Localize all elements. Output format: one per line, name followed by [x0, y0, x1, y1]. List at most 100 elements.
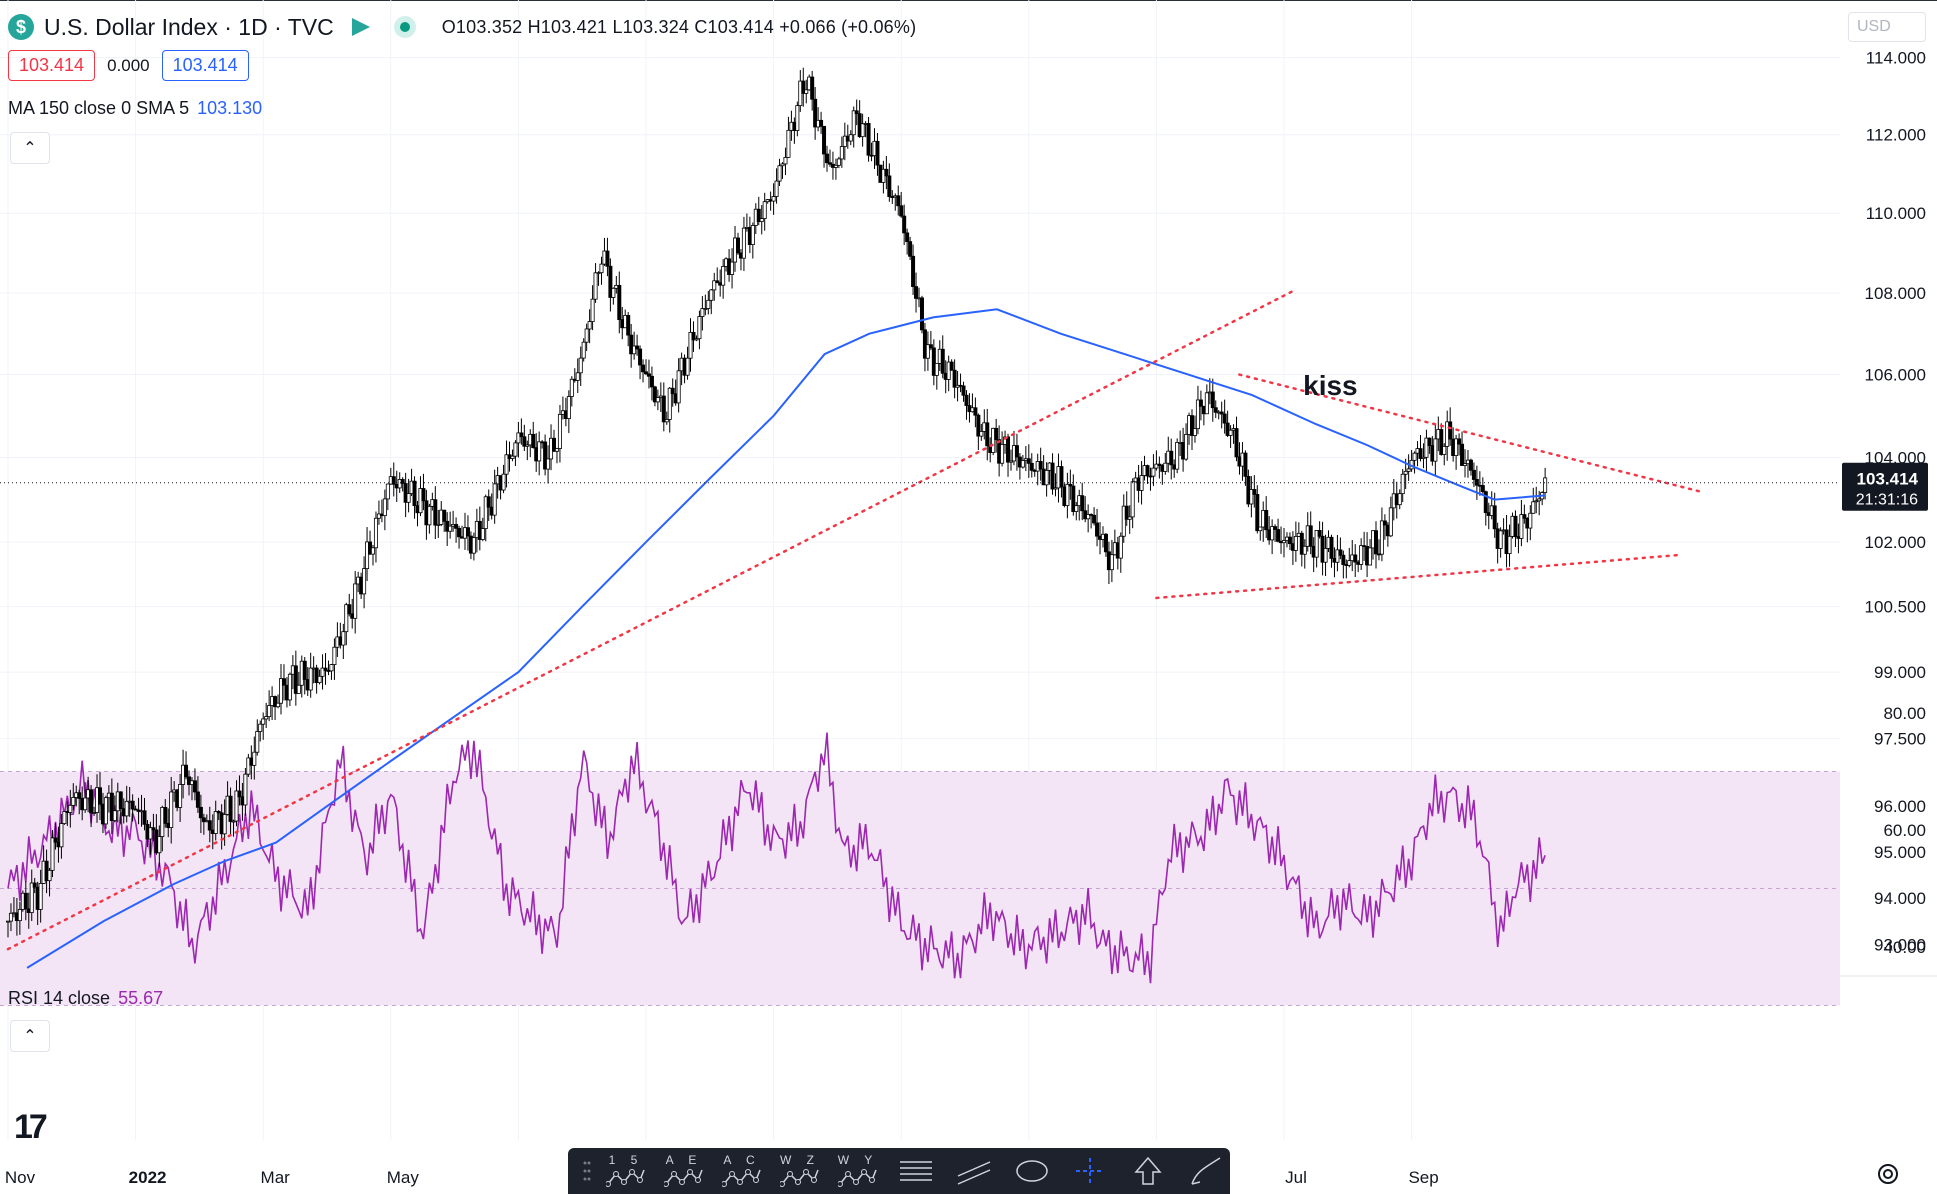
candle-body: [207, 820, 212, 831]
candle-body: [237, 790, 242, 798]
currency-selector[interactable]: USD: [1848, 12, 1926, 42]
candle-body: [1169, 450, 1174, 466]
candle-body: [661, 395, 666, 423]
candle-body: [17, 909, 22, 922]
candle-body: [1103, 533, 1108, 553]
candle-body: [756, 208, 761, 222]
wave-tool-button[interactable]: A C: [718, 1151, 766, 1191]
candle-body: [537, 441, 542, 462]
candle-body: [667, 387, 672, 420]
candle-body: [973, 407, 978, 416]
candle-body: [1204, 392, 1209, 415]
candle-body: [77, 792, 82, 799]
drag-handle-icon[interactable]: [582, 1159, 592, 1183]
rsi-value: 55.67: [118, 988, 164, 1008]
sell-button[interactable]: 103.414: [8, 50, 96, 81]
candle-body: [1379, 520, 1384, 555]
wave-tool-button[interactable]: W Z: [776, 1151, 824, 1191]
candle-body: [504, 454, 509, 475]
candle-body: [1213, 407, 1218, 413]
candle-body: [783, 157, 788, 165]
candle-body: [697, 316, 702, 340]
dollar-icon[interactable]: $: [8, 14, 34, 40]
drawing-toolbar: 1 5 A E A C W Z W Y: [568, 1148, 1230, 1194]
candle-body: [258, 723, 263, 732]
ma-legend[interactable]: MA 150 close 0 SMA 5 103.130: [8, 98, 262, 119]
candle-body: [234, 790, 239, 822]
candle-body: [465, 527, 470, 537]
candle-body: [457, 527, 462, 538]
chevron-up-icon: ⌃: [23, 1028, 37, 1045]
symbol-title[interactable]: U.S. Dollar Index · 1D · TVC: [44, 13, 334, 40]
gear-icon[interactable]: [1874, 1160, 1902, 1188]
crosshair-icon: [1076, 1158, 1104, 1184]
rsi-tick-label: 80.00: [1883, 704, 1926, 723]
candle-body: [578, 357, 583, 374]
candle-body: [201, 817, 206, 823]
candle-body: [557, 413, 562, 449]
ellipse-tool-button[interactable]: [1008, 1151, 1056, 1191]
wave-tool-button[interactable]: A E: [660, 1151, 708, 1191]
chevron-up-icon: ⌃: [23, 140, 37, 157]
chart-axes: 93.000 94.000 95.000 96.000 97.500 99.000 100.…: [5, 49, 1928, 1187]
wave-tool-button[interactable]: 1 5: [602, 1151, 650, 1191]
ma-value: 103.130: [197, 98, 263, 118]
candle-body: [501, 473, 506, 491]
candle-body: [786, 129, 791, 158]
price-tick-label: 100.500: [1865, 598, 1926, 617]
candle-body: [1457, 438, 1462, 445]
candle-body: [29, 882, 34, 914]
candle-body: [632, 345, 637, 355]
tradingview-logo-icon[interactable]: 17: [14, 1108, 48, 1146]
candle-body: [649, 375, 654, 388]
market-status-icon[interactable]: [393, 16, 416, 38]
candle-body: [804, 89, 809, 94]
candle-body: [433, 499, 438, 526]
candle-body: [1329, 536, 1334, 559]
candle-body: [246, 757, 251, 775]
collapse-rsi-button[interactable]: ⌃: [10, 1020, 50, 1052]
wave-tool-button[interactable]: W Y: [834, 1151, 882, 1191]
collapse-legend-button[interactable]: ⌃: [10, 132, 50, 164]
candle-body: [296, 684, 301, 694]
candle-body: [1492, 505, 1497, 530]
candle-body: [198, 806, 203, 819]
channel-icon: [957, 1161, 991, 1185]
price-tick-label: 108.000: [1865, 284, 1926, 303]
price-tick-label: 106.000: [1865, 366, 1926, 385]
lines-tool-button[interactable]: [892, 1151, 940, 1191]
candle-body: [1059, 466, 1064, 488]
candle-body: [617, 284, 622, 321]
candle-body: [531, 433, 536, 449]
candle-body: [273, 696, 278, 708]
candle-body: [1249, 489, 1254, 505]
price-tick-label: 99.000: [1874, 663, 1926, 682]
candle-body: [833, 164, 838, 168]
candle-body: [851, 110, 856, 136]
time-tick-label: Nov: [5, 1168, 36, 1187]
countdown-label: 21:31:16: [1856, 492, 1918, 509]
brush-tool-button[interactable]: [1182, 1151, 1230, 1191]
candle-body: [1448, 421, 1453, 440]
candle-body: [317, 675, 322, 684]
crosshair-tool-button[interactable]: [1066, 1151, 1114, 1191]
buy-button[interactable]: 103.414: [161, 50, 249, 81]
candle-body: [1403, 470, 1408, 475]
candle-body: [925, 344, 930, 359]
candle-body: [112, 810, 117, 822]
candle-body: [899, 205, 904, 217]
candle-body: [703, 308, 708, 310]
candle-body: [629, 334, 634, 355]
candle-body: [961, 385, 966, 396]
candle-body: [1157, 463, 1162, 466]
candle-body: [216, 811, 221, 814]
candle-body: [1522, 514, 1527, 519]
rsi-legend[interactable]: RSI 14 close 55.67: [8, 988, 163, 1009]
flag-icon[interactable]: [351, 18, 370, 36]
channel-tool-button[interactable]: [950, 1151, 998, 1191]
annotation-label: kiss: [1303, 370, 1358, 401]
tool-label: W Z: [780, 1153, 820, 1167]
candle-body: [302, 660, 307, 680]
arrow-up-tool-button[interactable]: [1124, 1151, 1172, 1191]
